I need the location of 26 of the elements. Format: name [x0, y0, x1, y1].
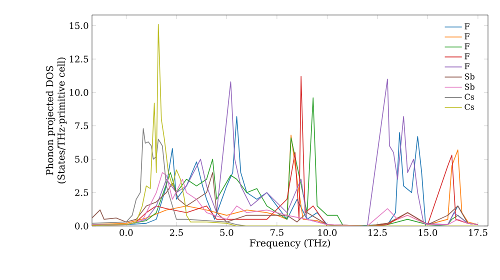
y-tick-label: 15.0	[70, 22, 88, 30]
y-tick-label: 10.0	[70, 89, 88, 96]
legend-label: Sb	[464, 84, 474, 90]
legend-label: F	[464, 33, 470, 40]
x-tick-label: 2.5	[170, 229, 183, 236]
legend-label: Cs	[464, 94, 474, 100]
legend-label: F	[464, 53, 470, 60]
x-tick-label: 10.0	[318, 229, 337, 236]
y-tick-label: 0.0	[75, 222, 88, 230]
legend-label: F	[464, 43, 470, 50]
x-tick-label: 0.0	[120, 229, 133, 236]
y-tick-label: 7.5	[75, 122, 88, 130]
legend-label: Sb	[464, 73, 474, 80]
y-tick-label: 12.5	[70, 56, 88, 62]
legend-label: F	[464, 63, 470, 70]
x-tick-label: 12.5	[368, 229, 387, 236]
y-tick-label: 2.5	[75, 189, 88, 196]
x-axis-title: Frequency (THz)	[250, 239, 330, 249]
y-tick-label: 5.0	[75, 156, 88, 163]
x-tick-label: 15.0	[418, 229, 438, 236]
legend-label: Cs	[464, 104, 474, 110]
legend-label: F	[464, 23, 470, 30]
x-tick-label: 5.0	[220, 229, 234, 236]
x-tick-label: 17.5	[469, 229, 488, 236]
y-axis-title: Phonon projected DOS (States/THz·primitive cell)	[46, 58, 67, 184]
x-tick-label: 7.5	[270, 229, 284, 236]
